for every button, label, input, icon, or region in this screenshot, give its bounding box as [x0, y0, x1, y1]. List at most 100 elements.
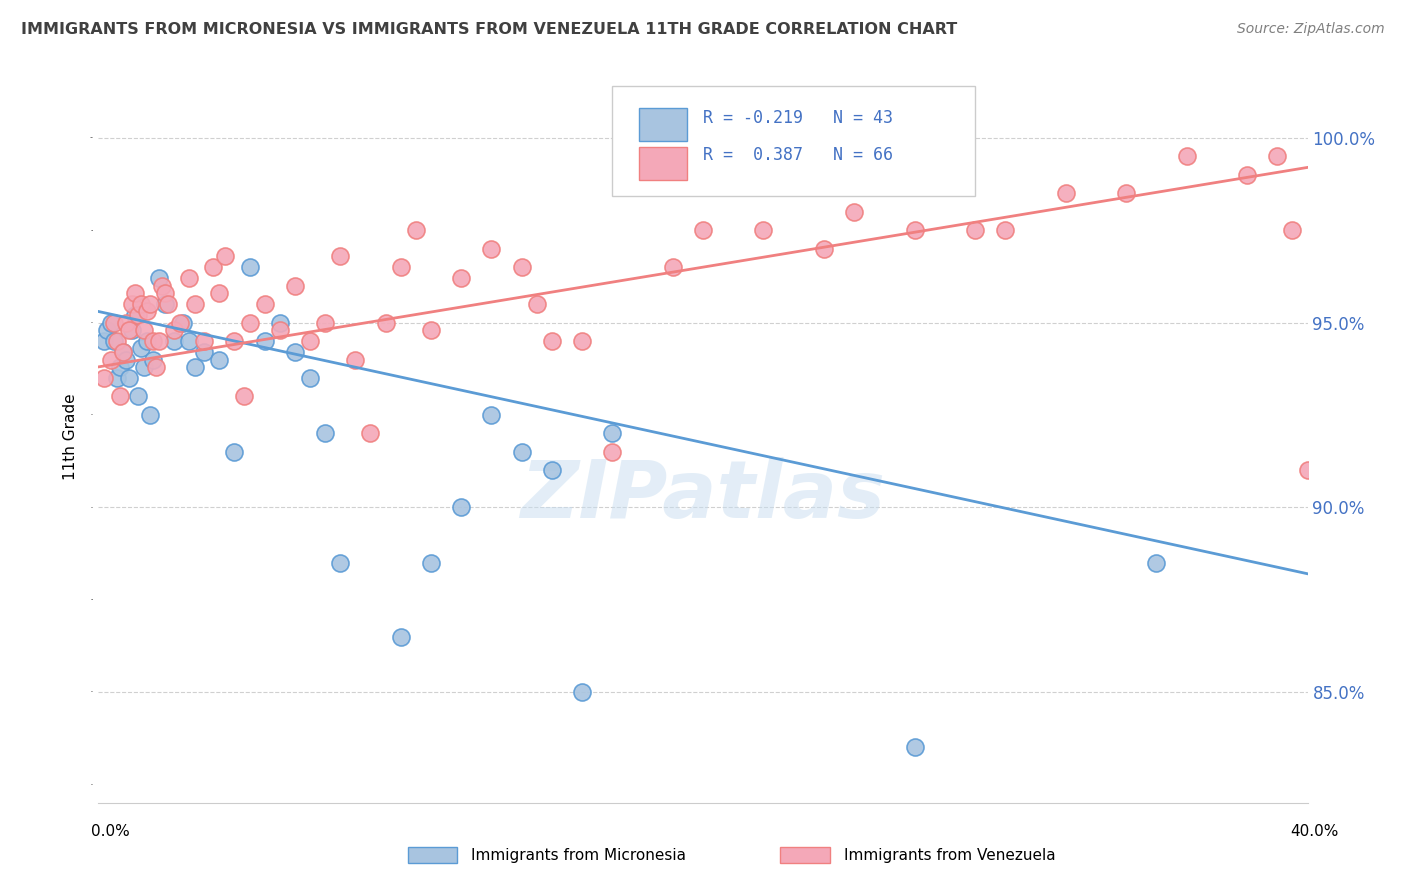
Point	[179, 271, 201, 285]
Point	[571, 334, 593, 348]
Point	[118, 371, 141, 385]
Point	[661, 260, 683, 274]
FancyBboxPatch shape	[638, 146, 688, 179]
Point	[129, 297, 152, 311]
Y-axis label: 11th Grade: 11th Grade	[63, 393, 79, 481]
Point	[153, 297, 176, 311]
Point	[692, 223, 714, 237]
Point	[253, 334, 276, 348]
Point	[540, 334, 562, 348]
Point	[1236, 168, 1258, 182]
Point	[1146, 556, 1168, 570]
Point	[108, 389, 131, 403]
Point	[111, 345, 134, 359]
Point	[994, 223, 1017, 237]
Point	[114, 352, 136, 367]
Point	[105, 371, 128, 385]
Point	[135, 304, 157, 318]
Point	[329, 249, 352, 263]
Point	[360, 426, 382, 441]
Point	[224, 334, 246, 348]
Point	[540, 463, 562, 477]
Point	[148, 271, 170, 285]
Point	[156, 297, 179, 311]
Point	[111, 345, 134, 359]
Point	[284, 278, 307, 293]
Point	[299, 371, 322, 385]
Point	[103, 334, 125, 348]
Point	[100, 316, 122, 330]
Point	[139, 408, 162, 422]
Point	[1175, 149, 1198, 163]
Point	[184, 359, 207, 374]
Point	[284, 345, 307, 359]
Point	[169, 316, 191, 330]
Point	[105, 334, 128, 348]
Point	[329, 556, 352, 570]
Point	[420, 556, 443, 570]
Point	[202, 260, 225, 274]
Point	[1296, 463, 1319, 477]
Point	[253, 297, 276, 311]
Point	[526, 297, 548, 311]
Point	[208, 285, 231, 300]
Point	[314, 426, 336, 441]
Point	[121, 297, 143, 311]
Point	[602, 426, 624, 441]
Point	[374, 316, 396, 330]
Point	[145, 359, 167, 374]
Point	[1115, 186, 1137, 201]
Point	[193, 334, 215, 348]
Point	[121, 323, 143, 337]
Point	[314, 316, 336, 330]
Text: 0.0%: 0.0%	[91, 824, 131, 838]
Point	[150, 278, 173, 293]
Point	[752, 223, 775, 237]
Point	[135, 334, 157, 348]
Point	[232, 389, 254, 403]
Point	[450, 271, 472, 285]
Point	[96, 323, 118, 337]
Text: ZIPatlas: ZIPatlas	[520, 457, 886, 534]
Point	[1267, 149, 1289, 163]
Point	[139, 297, 162, 311]
Point	[127, 389, 149, 403]
Point	[904, 223, 927, 237]
Point	[163, 323, 186, 337]
Point	[114, 316, 136, 330]
Point	[127, 308, 149, 322]
Point	[132, 359, 155, 374]
Point	[129, 342, 152, 356]
Point	[100, 352, 122, 367]
Point	[124, 285, 146, 300]
Point	[1281, 223, 1303, 237]
Point	[269, 323, 291, 337]
Point	[389, 630, 412, 644]
Point	[510, 445, 533, 459]
Point	[269, 316, 291, 330]
Point	[208, 352, 231, 367]
Text: IMMIGRANTS FROM MICRONESIA VS IMMIGRANTS FROM VENEZUELA 11TH GRADE CORRELATION C: IMMIGRANTS FROM MICRONESIA VS IMMIGRANTS…	[21, 22, 957, 37]
Point	[148, 334, 170, 348]
Point	[153, 285, 176, 300]
Point	[214, 249, 236, 263]
Point	[844, 204, 866, 219]
Point	[813, 242, 835, 256]
Point	[510, 260, 533, 274]
Point	[299, 334, 322, 348]
Text: R = -0.219   N = 43: R = -0.219 N = 43	[703, 110, 893, 128]
Point	[344, 352, 367, 367]
Point	[108, 359, 131, 374]
Point	[904, 740, 927, 755]
Point	[124, 308, 146, 322]
Point	[450, 500, 472, 515]
Point	[239, 260, 262, 274]
Point	[118, 323, 141, 337]
Point	[405, 223, 427, 237]
Point	[93, 334, 115, 348]
Point	[481, 408, 503, 422]
Point	[224, 445, 246, 459]
Text: 40.0%: 40.0%	[1291, 824, 1339, 838]
Point	[481, 242, 503, 256]
FancyBboxPatch shape	[638, 108, 688, 141]
